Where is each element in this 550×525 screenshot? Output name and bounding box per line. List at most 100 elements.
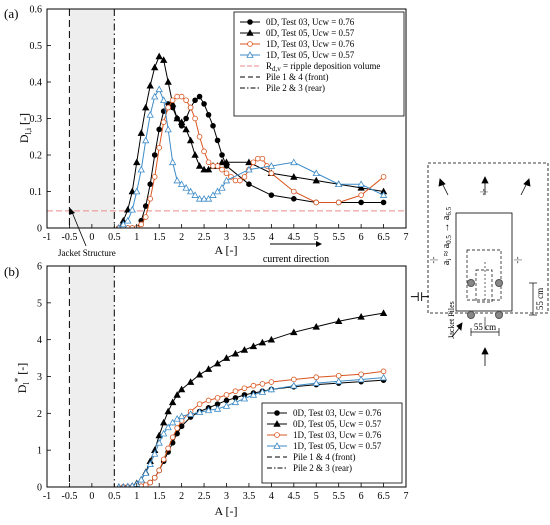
y-tick-label: 0.2	[30, 151, 43, 162]
svg-text:Pile 2 & 3 (rear): Pile 2 & 3 (rear)	[293, 463, 352, 473]
x-tick-label: 2	[179, 491, 184, 502]
data-point	[165, 104, 171, 111]
data-point	[245, 158, 253, 166]
data-point	[291, 188, 297, 195]
y-tick-label: 0	[37, 483, 42, 494]
svg-text:1D, Test 05, Ucw = 0.57: 1D, Test 05, Ucw = 0.57	[266, 50, 355, 60]
x-tick-label: 1.5	[153, 491, 166, 502]
data-point	[290, 158, 298, 166]
x-tick-label: 1	[134, 232, 139, 243]
jacket-pile-1	[467, 279, 475, 287]
data-point	[290, 328, 298, 336]
x-tick-label: 3.5	[243, 232, 256, 243]
data-point	[313, 199, 320, 206]
data-point	[200, 194, 208, 202]
data-point	[142, 469, 150, 476]
x-tick-label: 2.5	[198, 491, 211, 502]
data-point	[186, 187, 195, 195]
current-direction-arrow	[270, 241, 322, 247]
data-point	[223, 392, 230, 398]
data-point	[129, 225, 136, 228]
data-point	[232, 388, 239, 395]
data-point	[358, 199, 364, 206]
data-point	[241, 385, 248, 392]
svg-text:0D, Test 03, Ucw = 0.76: 0D, Test 03, Ucw = 0.76	[266, 17, 355, 27]
data-point	[357, 375, 365, 383]
x-tick-label: 0	[89, 232, 94, 243]
legend-entry-pile: Pile 1 & 4 (front)	[267, 452, 356, 462]
data-point	[164, 125, 172, 133]
data-point	[237, 177, 243, 184]
legend-marker	[246, 29, 254, 36]
data-point	[124, 205, 132, 213]
data-point	[174, 93, 180, 100]
schematic-spacing-horizontal: 55 cm	[474, 322, 496, 332]
legend-marker	[273, 442, 281, 449]
data-point	[196, 133, 203, 140]
schematic-symbol-side-right: -|-	[513, 256, 522, 263]
data-point	[267, 335, 276, 343]
data-point	[210, 163, 216, 169]
data-point	[177, 118, 186, 125]
data-point	[164, 407, 172, 415]
panel-a-series	[116, 52, 388, 228]
data-point	[380, 368, 387, 375]
legend-entry: 1D, Test 03, Ucw = 0.76	[267, 430, 382, 440]
data-point	[258, 338, 267, 346]
x-tick-label: 4	[269, 491, 274, 502]
schematic-dashed-outline	[427, 162, 549, 314]
series-4	[116, 373, 388, 487]
x-tick-label: 5	[314, 232, 319, 243]
x-tick-label: 3	[224, 232, 229, 243]
data-point	[173, 391, 181, 398]
x-tick-label: 6	[359, 491, 364, 502]
data-point	[358, 192, 364, 198]
data-point	[155, 431, 163, 439]
data-point	[291, 376, 297, 383]
data-point	[204, 194, 213, 202]
legend-entry-threshold: Rd,v = ripple deposition volume	[240, 61, 380, 73]
data-point	[213, 187, 222, 195]
y-tick-label: 1	[37, 446, 42, 457]
data-point	[146, 81, 154, 89]
panel-a-label: (a)	[4, 6, 18, 21]
data-point	[125, 482, 131, 487]
svg-text:1D, Test 03, Ucw = 0.76: 1D, Test 03, Ucw = 0.76	[266, 39, 355, 49]
data-point	[182, 125, 190, 133]
x-tick-label: 7	[404, 491, 409, 502]
y-tick-label: 0.6	[30, 5, 43, 16]
x-tick-label: 0.5	[108, 232, 121, 243]
data-point	[213, 405, 222, 412]
legend-entry: 0D, Test 05, Ucw = 0.57	[240, 28, 355, 38]
data-point	[124, 225, 131, 228]
data-point	[290, 173, 298, 180]
data-point	[164, 78, 172, 85]
data-point	[210, 123, 216, 129]
data-point	[146, 460, 154, 467]
data-point	[124, 216, 132, 224]
y-tick-label: 0	[37, 224, 42, 235]
panel-a: -1 -0.5 0 0.5 1 1.5 2 2.5 3 3.5 4 4.5 5 5.5 6 6.5 7 0 0.1 0…	[4, 5, 409, 266]
data-point	[218, 184, 226, 191]
x-tick-label: 3.5	[243, 491, 256, 502]
data-point	[177, 180, 186, 188]
data-point	[165, 445, 171, 452]
data-point	[137, 129, 145, 136]
panel-b-ylabel: Dl* [-]	[13, 363, 31, 393]
data-point	[195, 408, 204, 416]
legend-marker	[247, 41, 253, 47]
x-tick-label: 5.5	[332, 232, 345, 243]
data-point	[146, 111, 154, 118]
data-point	[213, 359, 222, 367]
data-point	[183, 97, 189, 104]
y-tick-label: 2	[37, 409, 42, 420]
data-point	[142, 103, 150, 111]
legend-entry-pile: Pile 2 & 3 (rear)	[240, 83, 325, 93]
x-tick-label: 6.5	[377, 491, 390, 502]
data-point	[133, 158, 141, 166]
data-point	[187, 104, 194, 111]
data-point	[147, 181, 154, 188]
